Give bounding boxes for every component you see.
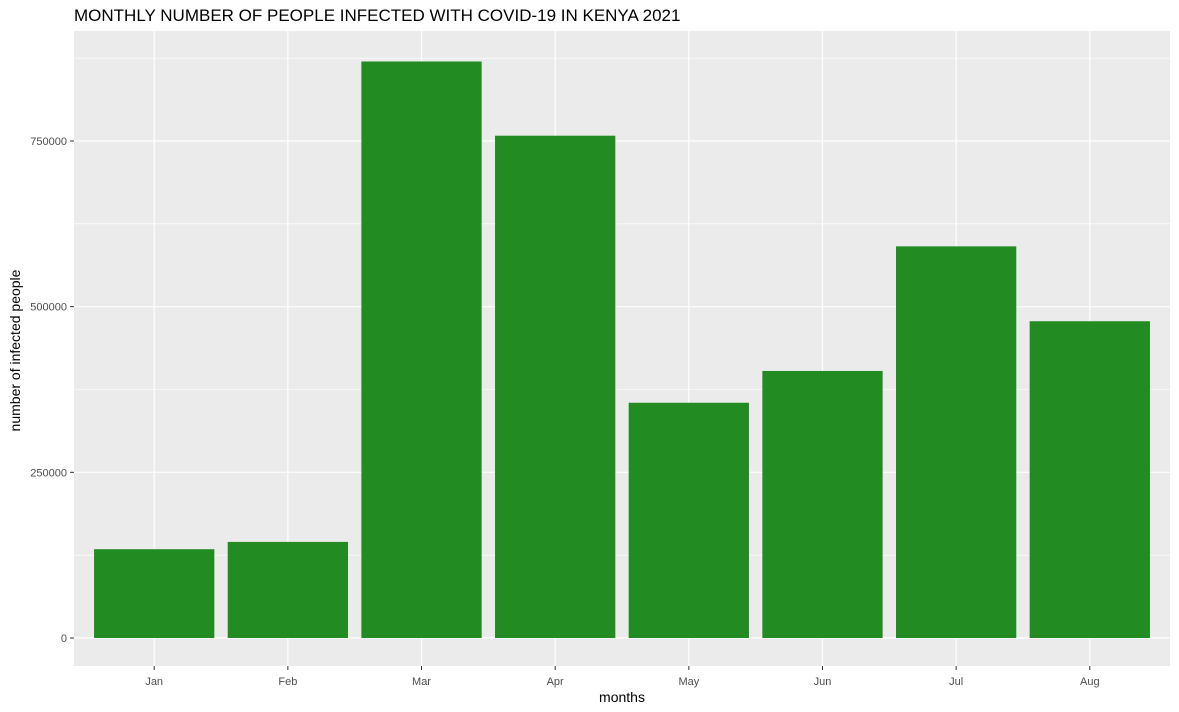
bar-may [628,402,749,638]
bar-jan [94,549,215,638]
chart-title: MONTHLY NUMBER OF PEOPLE INFECTED WITH C… [74,6,681,25]
bar-feb [227,541,348,638]
y-axis: 0 250000 500000 750000 [30,136,74,645]
x-axis: Jan Feb Mar Apr May Jun Jul Aug [145,666,1100,688]
x-tick-label: Apr [547,676,564,688]
y-tick-label: 750000 [30,136,67,148]
bar-aug [1029,321,1150,638]
bar-apr [495,135,616,638]
bar-mar [361,61,482,639]
bar-jul [896,246,1017,638]
x-tick-label: Aug [1080,676,1100,688]
x-tick-label: Jul [949,676,963,688]
x-tick-label: Jan [145,676,163,688]
x-tick-label: May [678,676,699,688]
x-tick-label: Feb [278,676,297,688]
y-axis-title: number of infected people [7,269,23,431]
x-axis-title: months [599,689,645,705]
x-tick-label: Jun [814,676,832,688]
y-tick-label: 0 [61,633,67,645]
bar-jun [762,370,883,638]
bars [94,61,1150,639]
y-tick-label: 250000 [30,467,67,479]
y-tick-label: 500000 [30,302,67,314]
x-tick-label: Mar [412,676,431,688]
